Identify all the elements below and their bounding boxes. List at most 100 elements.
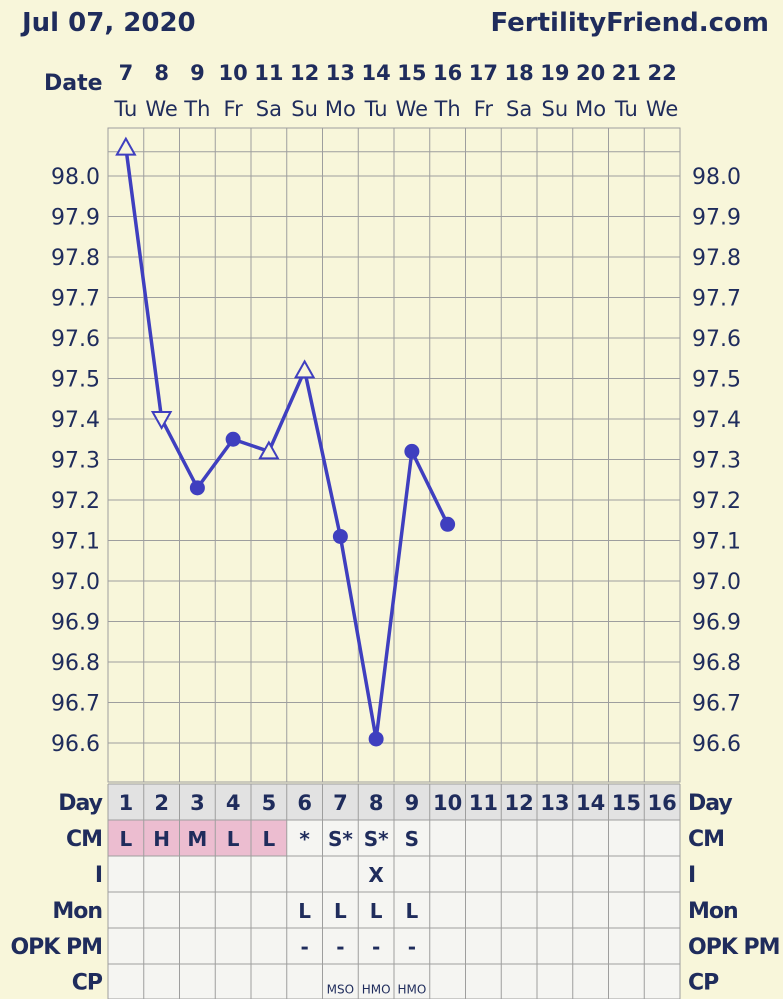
cm-highlight-cell bbox=[215, 820, 251, 856]
table-cell-cp: MSO bbox=[327, 983, 354, 997]
weekday-tick: Sa bbox=[256, 97, 282, 121]
y-tick-right: 97.7 bbox=[692, 287, 741, 312]
y-tick-left: 98.0 bbox=[51, 165, 100, 190]
table-cell-cm: L bbox=[227, 827, 240, 851]
weekday-tick: Fr bbox=[474, 97, 494, 121]
cycle-day-number: 5 bbox=[262, 791, 277, 815]
y-tick-right: 97.4 bbox=[692, 408, 741, 433]
date-tick: 13 bbox=[326, 61, 355, 85]
temp-point-open-triangle-down bbox=[150, 411, 173, 431]
table-cell-mon: L bbox=[370, 899, 383, 923]
table-cell-mon: L bbox=[298, 899, 311, 923]
table-cell-opk: - bbox=[372, 935, 380, 959]
date-tick: 12 bbox=[290, 61, 319, 85]
date-tick: 11 bbox=[254, 61, 283, 85]
date-tick: 15 bbox=[397, 61, 426, 85]
y-tick-left: 97.4 bbox=[51, 408, 100, 433]
weekday-tick: Th bbox=[434, 97, 461, 121]
cycle-day-number: 2 bbox=[154, 791, 169, 815]
y-tick-left: 96.6 bbox=[51, 732, 100, 757]
date-tick: 14 bbox=[362, 61, 391, 85]
y-tick-left: 97.7 bbox=[51, 287, 100, 312]
cycle-day-number: 12 bbox=[505, 791, 534, 815]
y-tick-left: 97.2 bbox=[51, 489, 100, 514]
weekday-tick: Th bbox=[183, 97, 210, 121]
weekday-tick: We bbox=[646, 97, 678, 121]
y-tick-left: 96.9 bbox=[51, 611, 100, 636]
weekday-tick: Su bbox=[291, 97, 318, 121]
cm-highlight-cell bbox=[108, 820, 144, 856]
row-label-right-cp: CP bbox=[688, 971, 719, 996]
row-label-left-i: I bbox=[95, 863, 102, 888]
date-tick: 16 bbox=[433, 61, 462, 85]
site-name-header: FertilityFriend.com bbox=[490, 8, 769, 38]
date-tick: 10 bbox=[219, 61, 248, 85]
weekday-tick: Fr bbox=[224, 97, 244, 121]
row-label-left-cm: CM bbox=[66, 827, 102, 852]
date-tick: 9 bbox=[190, 61, 205, 85]
table-cell-cm: H bbox=[153, 827, 170, 851]
weekday-tick: Su bbox=[542, 97, 569, 121]
y-tick-left: 97.6 bbox=[51, 327, 100, 352]
date-tick: 8 bbox=[154, 61, 169, 85]
y-tick-left: 96.8 bbox=[51, 651, 100, 676]
temp-point-dot bbox=[440, 516, 456, 532]
table-cell-opk: - bbox=[300, 935, 308, 959]
cm-highlight-cell bbox=[179, 820, 216, 856]
chart-date-header: Jul 07, 2020 bbox=[22, 8, 196, 38]
weekday-tick: Mo bbox=[575, 97, 606, 121]
date-tick: 18 bbox=[505, 61, 534, 85]
temp-point-dot bbox=[404, 443, 420, 459]
table-cell-cm: M bbox=[187, 827, 207, 851]
row-label-right-opk: OPK PM bbox=[688, 935, 780, 960]
temp-point-open-triangle-up bbox=[293, 359, 316, 379]
temp-point-open-triangle-up bbox=[258, 440, 280, 460]
date-label: Date bbox=[44, 71, 103, 96]
date-tick: 7 bbox=[119, 61, 134, 85]
temp-point-dot bbox=[189, 480, 205, 496]
row-label-left-day: Day bbox=[58, 791, 102, 816]
weekday-tick: Mo bbox=[325, 97, 356, 121]
y-tick-left: 97.0 bbox=[51, 570, 100, 595]
weekday-tick: Tu bbox=[113, 97, 137, 121]
cycle-day-number: 4 bbox=[226, 791, 241, 815]
table-cell-i: X bbox=[368, 863, 384, 887]
cycle-day-number: 9 bbox=[405, 791, 420, 815]
weekday-tick: Sa bbox=[506, 97, 532, 121]
row-label-right-cm: CM bbox=[688, 827, 724, 852]
date-tick: 22 bbox=[648, 61, 677, 85]
table-cell-mon: L bbox=[406, 899, 419, 923]
row-label-left-opk: OPK PM bbox=[10, 935, 102, 960]
row-label-right-i: I bbox=[688, 863, 695, 888]
cycle-day-number: 11 bbox=[469, 791, 498, 815]
cm-highlight-cell bbox=[143, 820, 180, 856]
cycle-day-number: 14 bbox=[576, 791, 605, 815]
y-tick-right: 97.5 bbox=[692, 368, 741, 393]
table-cell-opk: - bbox=[408, 935, 416, 959]
weekday-tick: We bbox=[145, 97, 177, 121]
cycle-day-number: 15 bbox=[612, 791, 641, 815]
y-tick-left: 97.8 bbox=[51, 246, 100, 271]
table-cell-cm: S* bbox=[364, 827, 389, 851]
y-tick-right: 96.7 bbox=[692, 692, 741, 717]
date-tick: 20 bbox=[576, 61, 605, 85]
temp-point-dot bbox=[368, 731, 384, 747]
y-tick-left: 97.5 bbox=[51, 368, 100, 393]
cycle-day-number: 8 bbox=[369, 791, 384, 815]
row-label-right-day: Day bbox=[688, 791, 732, 816]
cycle-day-number: 13 bbox=[540, 791, 569, 815]
temperature-line bbox=[124, 147, 450, 741]
y-tick-right: 97.3 bbox=[692, 449, 741, 474]
temp-point-dot bbox=[332, 528, 348, 544]
row-label-left-cp: CP bbox=[72, 971, 103, 996]
cycle-day-number: 7 bbox=[333, 791, 348, 815]
cycle-day-number: 1 bbox=[119, 791, 134, 815]
table-cell-cm: S* bbox=[328, 827, 353, 851]
y-tick-right: 97.0 bbox=[692, 570, 741, 595]
cycle-day-number: 16 bbox=[648, 791, 677, 815]
y-tick-right: 98.0 bbox=[692, 165, 741, 190]
date-tick: 19 bbox=[540, 61, 569, 85]
y-tick-left: 97.1 bbox=[51, 530, 100, 555]
table-cell-cm: L bbox=[263, 827, 276, 851]
